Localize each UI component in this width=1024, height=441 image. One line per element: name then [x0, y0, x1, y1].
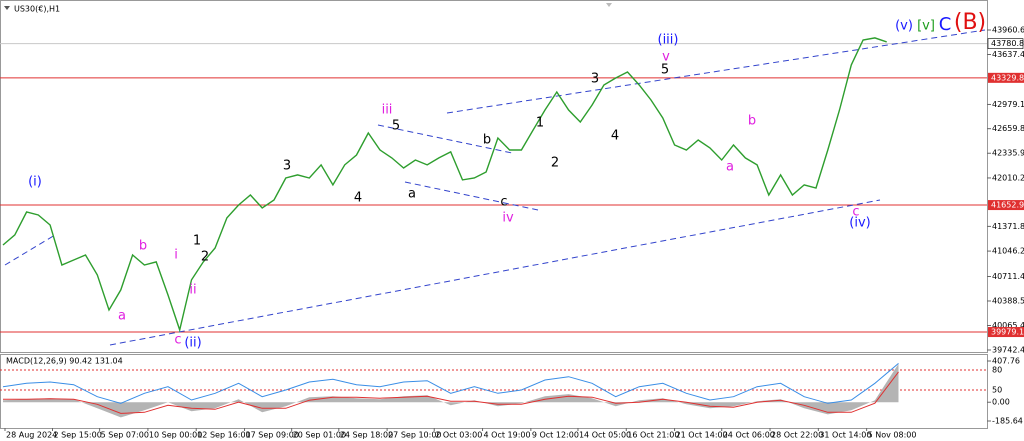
y-tick-label: 41371.8 [992, 222, 1024, 231]
y-tick-label: 40711.4 [992, 272, 1024, 281]
y-tick-label: 40065.4 [992, 321, 1024, 330]
x-tick-label: 28 Aug 2024 [6, 431, 57, 440]
x-tick-label: 24 Oct 06:00 [723, 431, 775, 440]
macd-histogram [3, 363, 899, 418]
wave-label: c [852, 205, 859, 220]
wave-label: iii [382, 103, 393, 118]
y2-tick-label: 80 [992, 366, 1002, 375]
y-tick-label: 0.00 [992, 398, 1010, 407]
wave-label: 3 [283, 159, 291, 174]
last-price-box [987, 38, 1024, 49]
wave-label: a [726, 160, 734, 175]
wave-label: iv [502, 211, 514, 226]
trend-line [446, 29, 986, 114]
y-tick-label: 42979.1 [992, 100, 1024, 109]
x-tick-label: 21 Oct 14:00 [676, 431, 728, 440]
x-tick-label: 17 Sep 09:00 [246, 431, 299, 440]
y-tick-label: 43637.4 [992, 50, 1024, 59]
wave-label: 1 [193, 234, 201, 249]
y-tick-label: 42010.2 [992, 173, 1024, 182]
x-tick-label: 31 Oct 14:00 [819, 431, 871, 440]
wave-label: b [139, 239, 147, 254]
wave-label: 4 [354, 191, 362, 206]
trend-line [4, 234, 56, 266]
wave-label: 4 [611, 129, 619, 144]
wave-label: ii [189, 283, 196, 298]
price-line [2, 37, 887, 333]
macd-title: MACD(12,26,9) 90.42 131.04 [6, 357, 123, 366]
y-tick-label: 39742.4 [992, 345, 1024, 354]
wave-label: 5 [392, 119, 400, 134]
x-tick-label: 24 Sep 18:00 [340, 431, 393, 440]
trend-line [377, 124, 513, 154]
wave-label: (iii) [658, 33, 679, 48]
x-tick-label: 20 Sep 01:00 [293, 431, 346, 440]
shift-marker [606, 3, 612, 7]
wave-label: (ii) [184, 336, 201, 351]
x-tick-label: 27 Sep 10:00 [388, 431, 441, 440]
x-tick-label: 2 Oct 03:00 [435, 431, 482, 440]
level-label: 41652.9 [991, 201, 1024, 210]
indicator-line [2, 363, 899, 404]
wave-label: a [408, 187, 416, 202]
wave-label: c [500, 195, 507, 210]
price-panel [0, 0, 988, 353]
wave-label: 2 [551, 156, 559, 171]
chart-title: US30(€),H1 [14, 5, 60, 14]
menu-arrow[interactable] [4, 6, 10, 10]
trend-line [109, 199, 881, 346]
last-price-label: 43780.8 [991, 39, 1024, 48]
x-tick-label: 5 Nov 08:00 [868, 431, 917, 440]
level-label-box [988, 72, 1024, 83]
macd-panel [0, 354, 988, 429]
wave-label: C [939, 14, 952, 35]
level-label: 39979.1 [991, 328, 1024, 337]
y-tick-label: 42335.9 [992, 149, 1024, 158]
x-tick-label: 5 Sep 07:00 [101, 431, 149, 440]
wave-label: v [662, 50, 670, 65]
x-tick-label: 28 Oct 22:00 [771, 431, 823, 440]
wave-label: 1 [536, 116, 544, 131]
y2-tick-label: 50 [992, 386, 1002, 395]
y-tick-label: 407.76 [992, 357, 1020, 366]
wave-label: 2 [201, 250, 209, 265]
wave-label: b [748, 114, 756, 129]
wave-label: (i) [28, 175, 42, 190]
level-label-box [988, 200, 1024, 211]
level-label-box [988, 327, 1024, 338]
level-label: 43329.8 [991, 73, 1024, 82]
x-tick-label: 14 Oct 05:00 [579, 431, 631, 440]
y-tick-label: 41046.2 [992, 247, 1024, 256]
y-tick-label: 42659.8 [992, 124, 1024, 133]
y-tick-label: 40388.5 [992, 296, 1024, 305]
x-tick-label: 12 Sep 16:00 [197, 431, 250, 440]
x-tick-label: 10 Sep 00:00 [149, 431, 202, 440]
x-tick-label: 9 Oct 12:00 [532, 431, 579, 440]
indicator-line [3, 371, 899, 414]
wave-label: (v) [895, 19, 913, 34]
wave-label: 5 [661, 63, 669, 78]
wave-label: 3 [591, 72, 599, 87]
y-tick-label: 43960.6 [992, 25, 1024, 34]
wave-label: (iv) [849, 216, 870, 231]
wave-label: [v] [917, 19, 935, 34]
wave-label: b [483, 133, 491, 148]
x-tick-label: 2 Sep 15:00 [53, 431, 101, 440]
wave-label: a [118, 309, 126, 324]
wave-label: i [174, 248, 178, 263]
y-tick-label: -185.64 [992, 417, 1023, 426]
trend-line [404, 181, 539, 211]
x-tick-label: 4 Oct 19:00 [484, 431, 531, 440]
wave-label: (B) [954, 10, 986, 35]
x-tick-label: 16 Oct 21:00 [627, 431, 679, 440]
wave-label: c [174, 333, 181, 348]
